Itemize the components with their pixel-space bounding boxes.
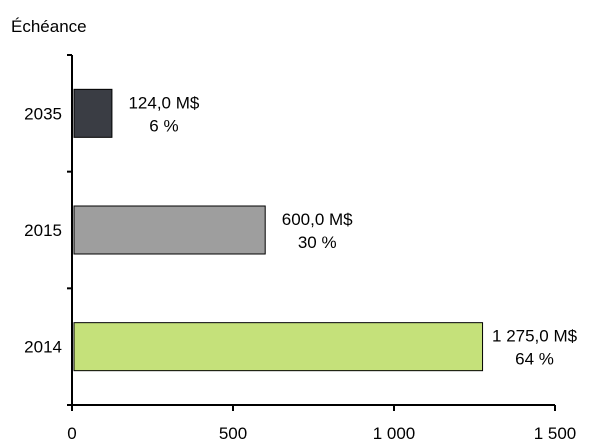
axes-layer bbox=[67, 54, 556, 411]
bar-2014 bbox=[73, 322, 484, 372]
percent-label-2015: 30 % bbox=[298, 233, 337, 252]
value-label-2015: 600,0 M$ bbox=[282, 210, 353, 229]
value-label-2014: 1 275,0 M$ bbox=[492, 327, 578, 346]
labels-layer: 2035 124,0 M$ 6 % 2015 600,0 M$ 30 % 2014 1 275… bbox=[24, 93, 577, 443]
category-label-2015: 2015 bbox=[24, 221, 62, 240]
x-tick-label: 1 000 bbox=[373, 424, 416, 443]
percent-label-2014: 64 % bbox=[515, 350, 554, 369]
percent-label-2035: 6 % bbox=[149, 116, 178, 135]
category-label-2035: 2035 bbox=[24, 104, 62, 123]
value-label-2035: 124,0 M$ bbox=[128, 93, 199, 112]
x-tick-label: 0 bbox=[67, 424, 76, 443]
y-axis-title: Échéance bbox=[11, 17, 87, 36]
x-tick-label: 1 500 bbox=[534, 424, 577, 443]
bar-2015 bbox=[73, 205, 266, 255]
x-tick-label: 500 bbox=[219, 424, 247, 443]
bar-2035 bbox=[73, 88, 113, 138]
category-label-2014: 2014 bbox=[24, 338, 62, 357]
bars-layer bbox=[73, 88, 484, 372]
